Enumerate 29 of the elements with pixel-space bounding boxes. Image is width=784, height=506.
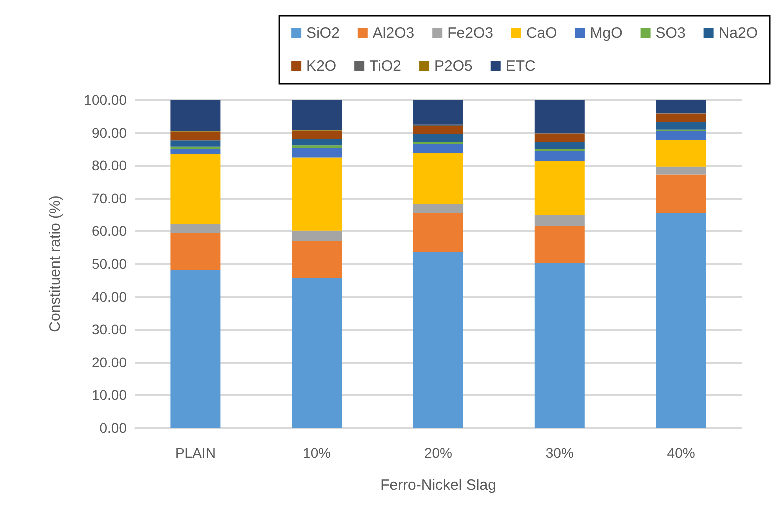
legend-label: Fe2O3 [448, 25, 494, 42]
legend-label: K2O [306, 58, 337, 75]
x-tick-label: 20% [424, 445, 453, 461]
y-tick-label: 30.00 [92, 322, 128, 338]
legend-label: P2O5 [434, 58, 473, 75]
y-tick-label: 100.00 [84, 92, 128, 108]
x-tick-label: PLAIN [175, 445, 216, 461]
y-tick-label: 40.00 [92, 288, 128, 305]
y-tick-label: 20.00 [92, 354, 128, 370]
legend-label: CaO [526, 25, 558, 42]
y-tick-label: 60.00 [92, 223, 128, 240]
y-axis-title: Constituent ratio (%) [47, 196, 64, 332]
y-tick-label: 70.00 [92, 190, 128, 206]
y-tick-label: 0.00 [100, 420, 128, 436]
y-tick-label: 80.00 [92, 158, 128, 174]
x-tick-label: 30% [546, 445, 574, 461]
legend-label: MgO [590, 25, 623, 42]
legend-label: ETC [506, 58, 536, 75]
y-tick-label: 50.00 [92, 256, 128, 272]
legend-label: Al2O3 [372, 25, 415, 42]
legend-label: TiO2 [370, 58, 402, 75]
y-tick-label: 90.00 [92, 124, 128, 141]
legend-label: Na2O [718, 25, 758, 42]
y-tick-label: 10.00 [92, 387, 128, 404]
x-tick-label: 40% [667, 445, 696, 461]
legend-label: SO3 [656, 25, 686, 42]
x-axis-title: Ferro-Nickel Slag [380, 477, 496, 494]
legend-label: SiO2 [306, 25, 340, 42]
x-tick-label: 10% [303, 445, 332, 461]
